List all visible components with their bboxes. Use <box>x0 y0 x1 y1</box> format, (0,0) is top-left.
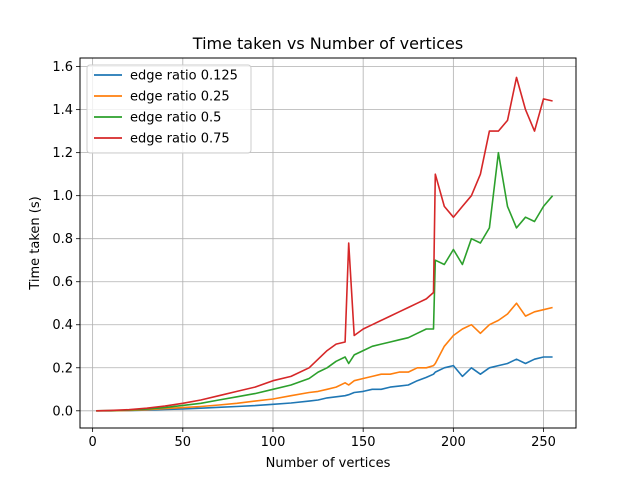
series-line-0 <box>96 356 553 412</box>
y-tick-label: 0.8 <box>52 232 73 247</box>
legend-label-3: edge ratio 0.75 <box>130 132 230 147</box>
plot-frame <box>79 57 577 429</box>
series-layer <box>96 76 554 412</box>
y-tick-label: 1.2 <box>52 146 73 161</box>
legend-label-1: edge ratio 0.25 <box>130 90 230 105</box>
y-tick-label: 0.6 <box>52 275 73 290</box>
x-axis-label: Number of vertices <box>266 456 391 471</box>
chart-title: Time taken vs Number of vertices <box>192 34 463 53</box>
grid <box>80 58 576 428</box>
legend-box <box>86 64 252 154</box>
y-tick-label: 1.4 <box>52 103 73 118</box>
series-line-1 <box>96 302 553 412</box>
legend-label-0: edge ratio 0.125 <box>130 69 238 84</box>
y-tick-label: 1.6 <box>52 60 73 75</box>
y-tick-label: 0.4 <box>52 318 73 333</box>
x-axis: 0 50 100 150 200 250 <box>88 428 556 450</box>
series-line-2 <box>96 151 554 412</box>
y-axis: 0.0 0.2 0.4 0.6 0.8 1.0 1.2 1.4 1.6 <box>52 60 80 419</box>
x-tick-label: 250 <box>531 435 556 450</box>
y-axis-label: Time taken (s) <box>28 196 43 290</box>
x-tick-label: 150 <box>351 435 376 450</box>
legend: edge ratio 0.125 edge ratio 0.25 edge rati… <box>86 64 252 154</box>
y-tick-label: 0.0 <box>52 404 73 419</box>
x-tick-label: 50 <box>175 435 192 450</box>
y-tick-label: 0.2 <box>52 361 73 376</box>
x-tick-label: 100 <box>261 435 286 450</box>
x-tick-label: 0 <box>88 435 96 450</box>
x-tick-label: 200 <box>441 435 466 450</box>
legend-label-2: edge ratio 0.5 <box>130 111 221 126</box>
y-tick-label: 1.0 <box>52 189 73 204</box>
series-line-3 <box>96 76 553 412</box>
